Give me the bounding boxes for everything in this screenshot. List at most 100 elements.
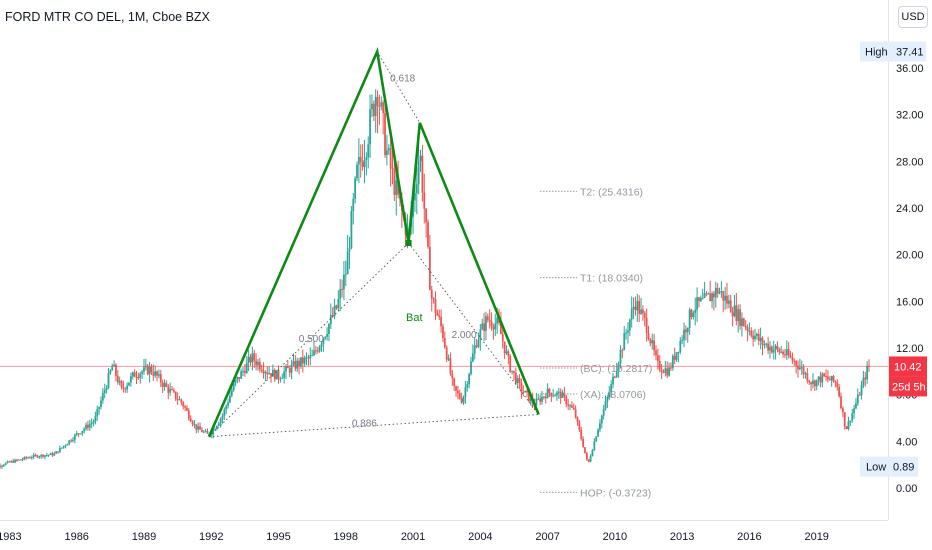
candle-body <box>40 454 43 457</box>
low-badge <box>860 456 918 477</box>
candle-body <box>789 355 792 358</box>
candle-body <box>322 338 325 345</box>
candle-body <box>212 429 215 435</box>
candle-body <box>44 455 46 457</box>
candle-body <box>100 400 102 408</box>
candle-body <box>727 300 730 304</box>
candle-body <box>135 376 138 378</box>
candle-body <box>38 456 41 458</box>
candle-body <box>217 423 220 426</box>
candle-body <box>713 293 715 298</box>
candle-body <box>320 344 323 347</box>
pattern-ratio-label: 0.618 <box>390 74 415 85</box>
candle-body <box>628 319 631 331</box>
candle-body <box>79 433 82 435</box>
candle-body <box>656 355 659 361</box>
candle-body <box>731 312 734 317</box>
candle-body <box>642 309 644 314</box>
candle-body <box>862 377 865 386</box>
candle-body <box>339 289 342 300</box>
candle-body <box>105 387 108 390</box>
candle-body <box>21 459 24 461</box>
candle-body <box>528 392 530 402</box>
candle-body <box>42 454 44 457</box>
candle-body <box>726 295 728 304</box>
candle-body <box>617 363 620 371</box>
currency-button[interactable]: USD <box>898 6 928 28</box>
candle-body <box>17 459 20 461</box>
candle-body <box>298 360 300 366</box>
candle-body <box>595 436 598 442</box>
candle-body <box>466 384 469 388</box>
candle-body <box>836 382 839 388</box>
candle-body <box>204 431 207 433</box>
candle-body <box>113 364 115 367</box>
candle-body <box>658 360 661 371</box>
candle-body <box>57 451 59 453</box>
price-axis[interactable]: 36.0032.0028.0024.0020.0016.0012.008.004… <box>860 41 927 495</box>
candle-body <box>419 155 422 162</box>
candle-body <box>748 330 751 332</box>
candle-body <box>561 392 564 398</box>
candle-body <box>242 370 244 372</box>
candle-body <box>307 357 310 359</box>
candle-body <box>111 366 114 371</box>
candle-body <box>146 365 149 375</box>
pattern-point-handle[interactable] <box>405 240 412 246</box>
candle-body <box>679 340 682 352</box>
time-axis[interactable]: 1983 1986 1989 1992 1995 1998 2001 2004 2007 2010… <box>0 531 829 543</box>
candle-body <box>341 289 343 291</box>
candle-body <box>769 346 771 351</box>
candle-body <box>660 370 663 372</box>
candle-body <box>481 323 484 330</box>
candle-body <box>266 372 269 375</box>
candle-body <box>499 322 502 335</box>
candle-body <box>812 380 814 385</box>
candle-body <box>627 330 629 333</box>
candle-body <box>548 388 551 393</box>
candle-body <box>722 291 725 301</box>
candle-body <box>638 301 641 314</box>
candle-body <box>501 334 504 342</box>
time-tick-label: 2013 <box>670 531 694 543</box>
candle-body <box>180 399 183 403</box>
candle-body <box>823 373 826 377</box>
candle-body <box>851 413 854 421</box>
candle-body <box>791 357 794 361</box>
candle-body <box>359 156 362 162</box>
candle-body <box>6 461 9 463</box>
candle-body <box>453 378 456 387</box>
candle-body <box>772 349 775 353</box>
candle-body <box>784 354 786 356</box>
candle-body <box>154 371 157 376</box>
candle-body <box>343 274 345 290</box>
price-tick-label: 12.00 <box>896 343 924 355</box>
candle-body <box>707 293 710 295</box>
candle-body <box>440 317 442 327</box>
candle-body <box>735 305 738 322</box>
xd-ratio-line <box>208 414 539 438</box>
candle-body <box>681 339 684 341</box>
candle-body <box>767 343 770 351</box>
candle-body <box>324 336 327 339</box>
candle-body <box>729 300 732 313</box>
candle-body <box>167 386 170 393</box>
candle-body <box>542 396 545 398</box>
candle-body <box>720 291 723 293</box>
candle-body <box>116 375 119 383</box>
candle-body <box>49 453 52 455</box>
level-label: T1: (18.0340) <box>580 273 643 285</box>
candle-body <box>778 348 781 353</box>
candle-body <box>677 351 680 353</box>
candle-body <box>15 459 18 461</box>
candle-body <box>744 326 747 328</box>
candle-body <box>225 405 228 410</box>
candle-body <box>565 396 568 405</box>
candle-body <box>770 346 773 353</box>
candle-body <box>750 330 753 336</box>
bat-pattern[interactable]: 0.618 0.500 2.000 0.886 Bat <box>207 46 540 438</box>
candle-body <box>314 350 317 352</box>
candle-body <box>124 388 127 390</box>
candle-body <box>27 457 30 459</box>
